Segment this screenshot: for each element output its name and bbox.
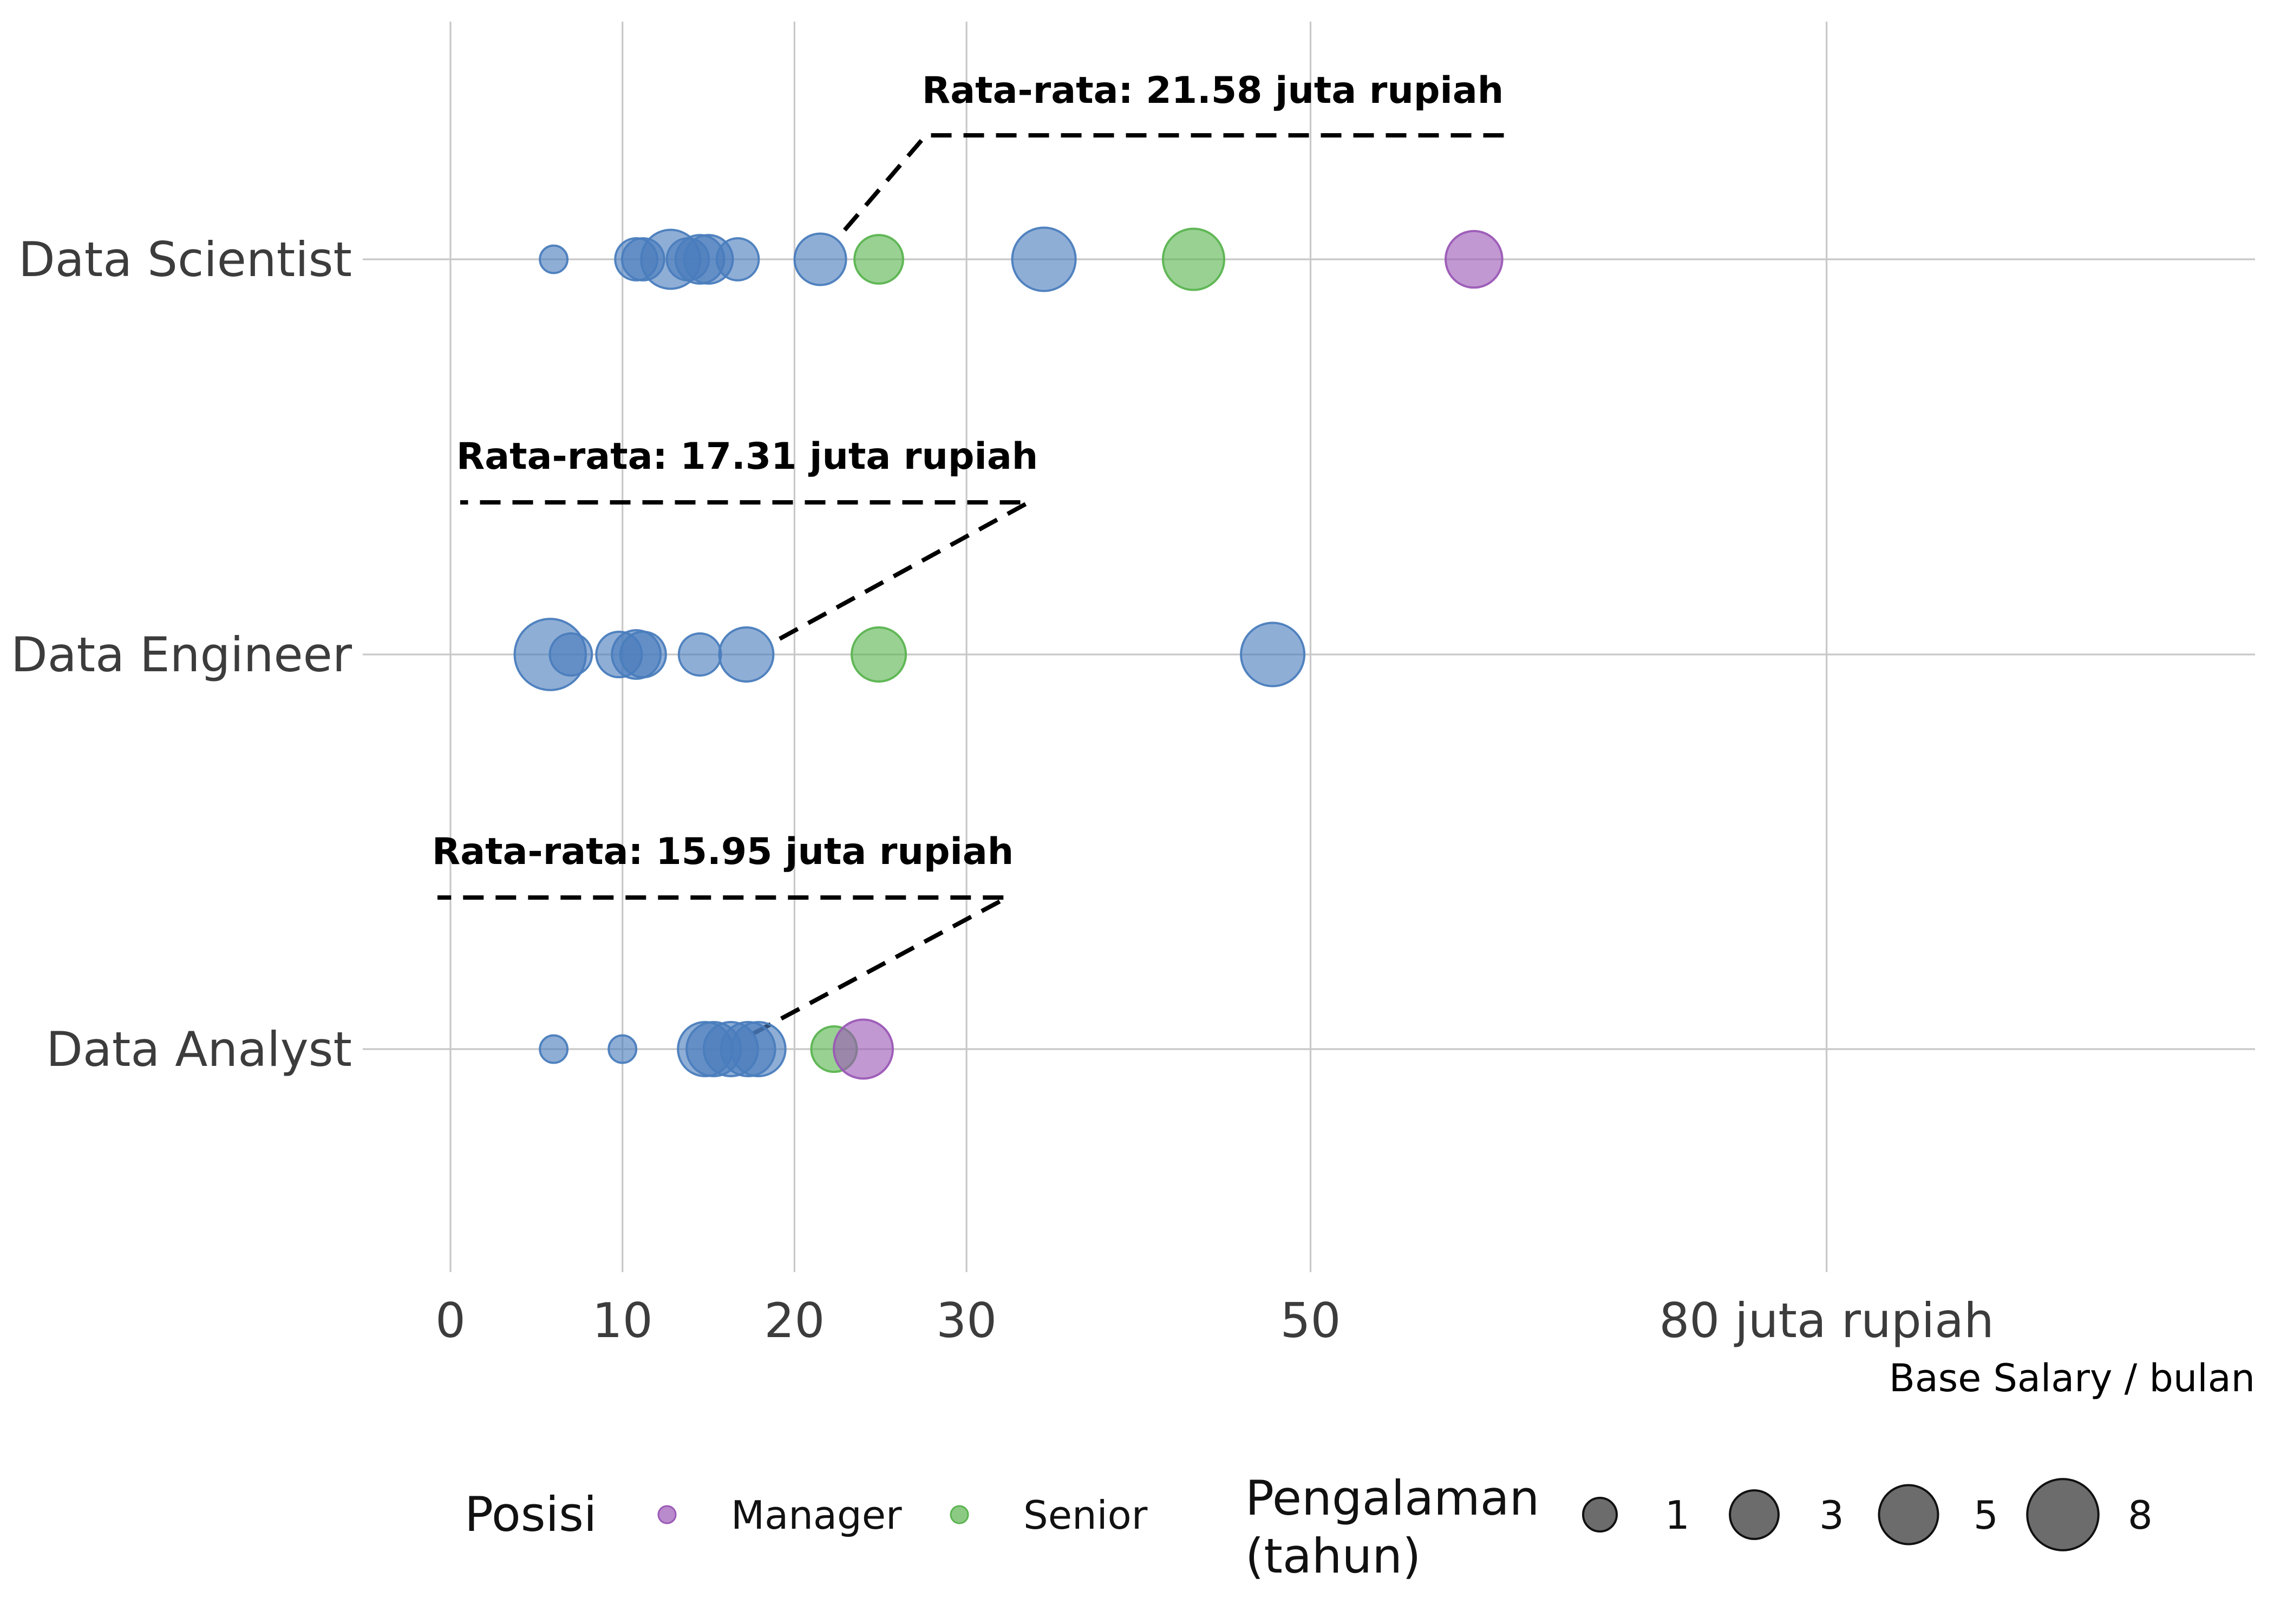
data-point: [853, 234, 904, 285]
x-tick-label: 20: [764, 1293, 825, 1348]
data-point: [607, 1034, 638, 1064]
point-layer: [513, 226, 1504, 1080]
data-point: [677, 632, 722, 677]
legend-posisi-title: Posisi: [465, 1487, 597, 1542]
data-point: [539, 1034, 569, 1064]
legend: Posisi Manager Senior Pengalaman(tahun) 1 3 5 8: [465, 1470, 2153, 1584]
legend-size-key: [1878, 1484, 1939, 1546]
data-point: [715, 237, 760, 281]
x-tick-label: 10: [592, 1293, 653, 1348]
data-point: [851, 626, 907, 683]
legend-size-label: 8: [2128, 1492, 2153, 1538]
label-layer: 0 10 20 30 50 80 juta rupiah Data Scientist Dat…: [11, 69, 1994, 1348]
mean-annotation-line: [842, 133, 1505, 232]
data-point: [832, 1018, 894, 1080]
data-point: [1445, 230, 1504, 289]
data-point: [1240, 621, 1306, 687]
x-tick-label: 30: [936, 1293, 997, 1348]
x-tick-label: 80 juta rupiah: [1659, 1293, 1994, 1348]
legend-size-label: 3: [1819, 1492, 1844, 1538]
data-point: [619, 630, 667, 679]
data-point: [718, 626, 775, 683]
data-point: [730, 1021, 787, 1077]
mean-annotation-line: [460, 500, 1030, 641]
legend-posisi-label: Senior: [1023, 1492, 1148, 1538]
legend-size-label: 5: [1974, 1492, 1998, 1538]
mean-annotation-text: Rata-rata: 15.95 juta rupiah: [432, 830, 1014, 873]
x-tick-label: 0: [435, 1293, 466, 1348]
legend-size-key: [2026, 1478, 2100, 1551]
mean-annotation-line: [437, 895, 1008, 1036]
legend-size-key: [1729, 1489, 1780, 1540]
legend-size-title-line2: (tahun): [1245, 1528, 1421, 1584]
x-tick-label: 50: [1280, 1293, 1341, 1348]
data-point: [793, 232, 847, 286]
category-label: Data Scientist: [18, 232, 352, 287]
legend-posisi-label: Manager: [731, 1492, 902, 1538]
data-point: [548, 632, 593, 677]
mean-annotation-text: Rata-rata: 17.31 juta rupiah: [456, 435, 1038, 478]
mean-annotation-text: Rata-rata: 21.58 juta rupiah: [922, 69, 1504, 112]
data-point: [539, 244, 569, 274]
category-label: Data Analyst: [46, 1021, 352, 1077]
category-label: Data Engineer: [11, 627, 352, 683]
x-axis-label: Base Salary / bulan: [1889, 1356, 2255, 1400]
legend-size-key: [1582, 1497, 1618, 1533]
legend-posisi-key: [657, 1505, 677, 1524]
legend-size-label: 1: [1665, 1492, 1690, 1538]
legend-size-title: Pengalaman: [1245, 1470, 1539, 1526]
data-point: [1161, 227, 1226, 291]
legend-posisi-key: [950, 1505, 969, 1524]
data-point: [1011, 226, 1077, 292]
annotation-line-layer: [437, 133, 1505, 1036]
